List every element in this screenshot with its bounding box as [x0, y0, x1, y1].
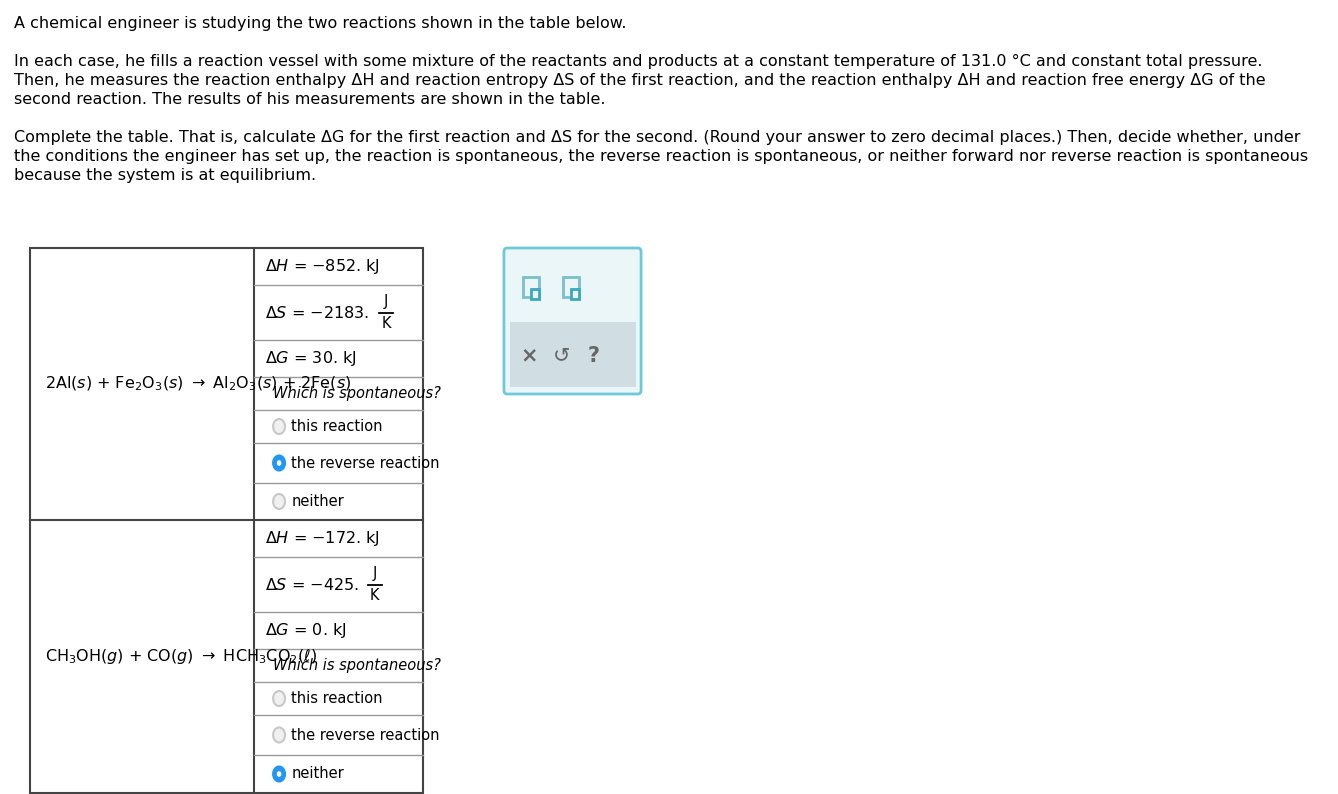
- Text: $\Delta H$ = $-$172. kJ: $\Delta H$ = $-$172. kJ: [265, 529, 380, 548]
- Text: ↺: ↺: [553, 345, 570, 365]
- Text: K: K: [371, 588, 380, 603]
- Text: this reaction: this reaction: [292, 691, 383, 706]
- Text: CH$_3$OH$(g)$ + CO$(g)$ $\rightarrow$ HCH$_3$CO$_2$$(\ell)$: CH$_3$OH$(g)$ + CO$(g)$ $\rightarrow$ HC…: [44, 647, 317, 666]
- Text: K: K: [381, 316, 391, 331]
- FancyBboxPatch shape: [504, 248, 641, 394]
- Text: this reaction: this reaction: [292, 419, 383, 434]
- Text: Which is spontaneous?: Which is spontaneous?: [273, 386, 440, 401]
- Text: $\Delta G$ = 30. kJ: $\Delta G$ = 30. kJ: [265, 349, 356, 368]
- Text: $\Delta S$ = $-$425.: $\Delta S$ = $-$425.: [265, 576, 360, 592]
- Text: A chemical engineer is studying the two reactions shown in the table below.: A chemical engineer is studying the two …: [15, 16, 626, 31]
- Bar: [571, 289, 579, 299]
- Text: second reaction. The results of his measurements are shown in the table.: second reaction. The results of his meas…: [15, 92, 606, 107]
- Text: $\Delta H$ = $-$852. kJ: $\Delta H$ = $-$852. kJ: [265, 257, 380, 276]
- Text: 2Al$(s)$ + Fe$_2$O$_3$$(s)$ $\rightarrow$ Al$_2$O$_3$$(s)$ + 2Fe$(s)$: 2Al$(s)$ + Fe$_2$O$_3$$(s)$ $\rightarrow…: [44, 375, 351, 393]
- Text: In each case, he fills a reaction vessel with some mixture of the reactants and : In each case, he fills a reaction vessel…: [15, 54, 1263, 69]
- Text: neither: neither: [292, 494, 344, 509]
- Bar: [531, 289, 539, 299]
- Circle shape: [273, 727, 285, 742]
- Text: ?: ?: [587, 345, 599, 365]
- Circle shape: [277, 461, 281, 466]
- Circle shape: [277, 771, 281, 777]
- Text: $\Delta S$ = $-$2183.: $\Delta S$ = $-$2183.: [265, 305, 371, 321]
- Text: ×: ×: [520, 345, 538, 365]
- Bar: [510, 322, 636, 387]
- Circle shape: [273, 766, 285, 781]
- Text: the reverse reaction: the reverse reaction: [292, 456, 440, 471]
- Text: J: J: [372, 566, 377, 581]
- Text: J: J: [384, 294, 388, 309]
- Text: because the system is at equilibrium.: because the system is at equilibrium.: [15, 168, 317, 183]
- Text: Complete the table. That is, calculate ΔG for the first reaction and ΔS for the : Complete the table. That is, calculate Δ…: [15, 130, 1301, 145]
- Circle shape: [273, 419, 285, 434]
- Bar: [31, 248, 423, 793]
- Text: neither: neither: [292, 766, 344, 781]
- Text: the reverse reaction: the reverse reaction: [292, 727, 440, 742]
- Bar: [523, 277, 539, 297]
- Text: Which is spontaneous?: Which is spontaneous?: [273, 658, 440, 673]
- Text: the conditions the engineer has set up, the reaction is spontaneous, the reverse: the conditions the engineer has set up, …: [15, 149, 1309, 164]
- Bar: [563, 277, 579, 297]
- Text: $\Delta G$ = 0. kJ: $\Delta G$ = 0. kJ: [265, 621, 347, 640]
- Circle shape: [273, 456, 285, 471]
- Text: Then, he measures the reaction enthalpy ΔH and reaction entropy ΔS of the first : Then, he measures the reaction enthalpy …: [15, 73, 1266, 88]
- Circle shape: [273, 494, 285, 509]
- Circle shape: [273, 691, 285, 706]
